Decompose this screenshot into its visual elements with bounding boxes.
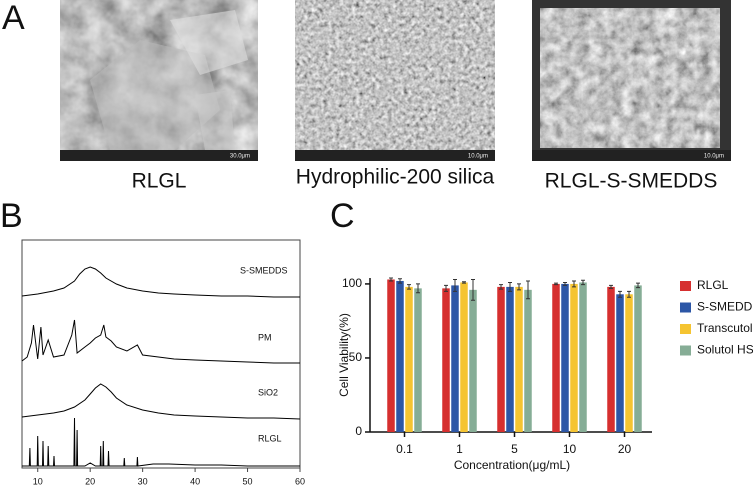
bar [396, 280, 404, 432]
error-bar [499, 284, 503, 290]
sem-image [60, 0, 258, 161]
y-tick-label: 0 [355, 424, 362, 438]
series-label: RLGL [258, 433, 282, 443]
bar [414, 288, 422, 432]
bar [561, 283, 569, 432]
error-bar [462, 281, 466, 284]
error-bar [444, 284, 448, 292]
bar [552, 283, 560, 432]
x-tick-label: 10 [33, 476, 43, 486]
y-tick-label: 50 [349, 350, 363, 364]
x-tick-label: 60 [295, 476, 305, 486]
bar [579, 282, 587, 432]
error-bar [636, 282, 640, 289]
bar [625, 294, 633, 432]
image-caption: RLGL [132, 170, 187, 193]
scale-label: 10.0μm [704, 154, 724, 160]
x-tick-label: 5 [511, 442, 518, 456]
legend-label: Solutol HS 15 [697, 343, 753, 357]
legend-swatch [680, 345, 691, 356]
sem-image [532, 0, 731, 161]
error-bar [581, 279, 585, 286]
x-axis-label: Concentration(μg/mL) [454, 458, 570, 472]
bar [570, 283, 578, 432]
error-bar [517, 283, 521, 291]
error-bar [508, 281, 512, 292]
bar [442, 288, 450, 432]
legend-swatch [680, 302, 691, 313]
legend-swatch [680, 324, 691, 334]
panel-label: B [0, 197, 23, 235]
x-tick-label: 0.1 [396, 442, 413, 456]
bar [515, 286, 523, 432]
series-label: S-SMEDDS [240, 265, 288, 275]
bar [387, 279, 395, 432]
error-bar [609, 284, 613, 289]
xrd-trace [22, 417, 300, 467]
panel-label: C [330, 197, 355, 235]
error-bar [471, 278, 475, 301]
legend-label: Transcutol HP [697, 321, 753, 335]
x-tick-label: 20 [85, 476, 95, 486]
scale-label: 10.0μm [468, 154, 488, 160]
series-label: SiO2 [258, 387, 278, 397]
y-tick-label: 100 [342, 276, 362, 290]
series-label: PM [258, 332, 272, 342]
bar [616, 294, 624, 432]
xrd-trace [21, 383, 301, 420]
bar [497, 286, 505, 432]
bar [524, 289, 532, 432]
y-axis-label: Cell Viability(%) [337, 313, 351, 397]
x-tick-label: 30 [138, 476, 148, 486]
bar [451, 285, 459, 432]
xrd-trace [21, 319, 300, 364]
error-bar [407, 284, 411, 290]
error-bar [563, 281, 567, 286]
image-caption: RLGL-S-SMEDDS [545, 170, 718, 193]
error-bar [627, 290, 631, 298]
bar [607, 286, 615, 432]
sem-image [295, 0, 495, 161]
image-caption: Hydrophilic-200 silica [296, 166, 495, 189]
x-tick-label: 50 [243, 476, 253, 486]
legend-swatch [680, 281, 691, 291]
error-bar [554, 282, 558, 286]
panel-label: A [2, 0, 25, 37]
x-tick-label: 40 [190, 476, 200, 486]
xrd-trace [21, 266, 300, 298]
error-bar [526, 280, 530, 300]
x-tick-label: 1 [456, 442, 463, 456]
x-tick-label: 20 [618, 442, 632, 456]
plot-frame [21, 239, 301, 469]
scale-label: 30.0μm [230, 154, 250, 160]
x-tick-label: 10 [563, 442, 577, 456]
error-bar [416, 283, 420, 294]
bar [405, 286, 413, 432]
bar [634, 285, 642, 432]
bar [506, 286, 514, 432]
legend-label: S-SMEDDS [697, 300, 753, 314]
bar [469, 289, 477, 432]
bar [460, 282, 468, 432]
error-bar [389, 277, 393, 282]
error-bar [453, 278, 457, 292]
error-bar [398, 278, 402, 284]
error-bar [572, 280, 576, 288]
error-bar [618, 290, 622, 298]
legend-label: RLGL [697, 278, 729, 292]
